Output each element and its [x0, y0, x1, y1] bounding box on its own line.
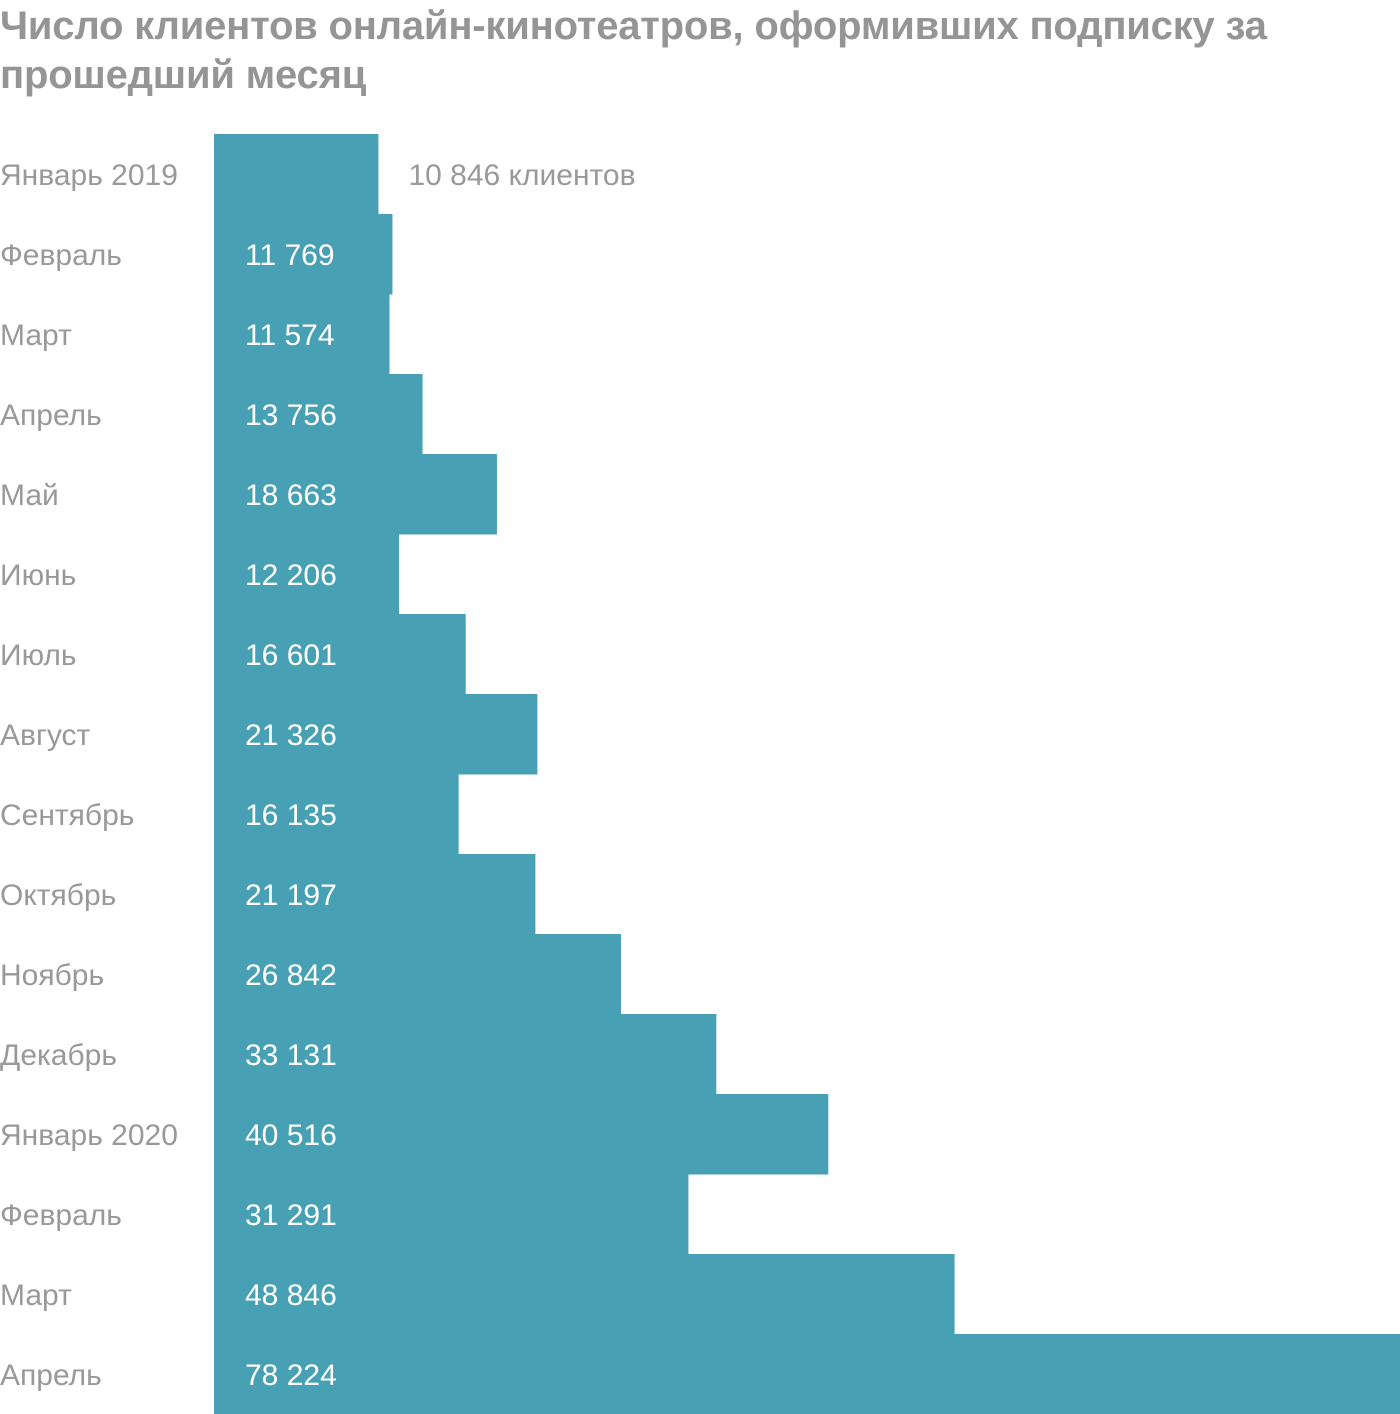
category-label-5: Июнь: [0, 559, 76, 592]
category-label-8: Сентябрь: [0, 799, 134, 832]
value-label-11: 33 131: [245, 1039, 337, 1072]
value-label-4: 18 663: [245, 479, 337, 512]
value-label-13: 31 291: [245, 1199, 337, 1232]
bar-2: [214, 294, 390, 375]
value-label-7: 21 326: [245, 719, 337, 752]
value-label-6: 16 601: [245, 639, 337, 672]
bars-group: [214, 134, 1400, 1414]
category-label-6: Июль: [0, 639, 77, 672]
value-label-1: 11 769: [245, 239, 335, 272]
labels-group: Январь 2019 10 846 клиентов Февраль 11 769 М…: [0, 159, 636, 1392]
value-label-5: 12 206: [245, 559, 337, 592]
bar-9: [214, 854, 536, 935]
bar-14: [214, 1254, 955, 1335]
bar-11: [214, 1014, 717, 1095]
bar-4: [214, 454, 497, 535]
value-label-10: 26 842: [245, 959, 337, 992]
category-label-3: Апрель: [0, 399, 102, 432]
value-label-15: 78 224: [245, 1359, 337, 1392]
category-label-11: Декабрь: [0, 1039, 117, 1072]
bar-10: [214, 934, 621, 1015]
category-label-2: Март: [0, 319, 72, 352]
category-label-7: Август: [0, 719, 91, 752]
category-label-4: Май: [0, 479, 59, 512]
bar-1: [214, 214, 393, 295]
value-label-12: 40 516: [245, 1119, 337, 1152]
category-label-15: Апрель: [0, 1359, 102, 1392]
bar-13: [214, 1174, 689, 1255]
value-label-0: 10 846 клиентов: [408, 159, 635, 192]
category-label-1: Февраль: [0, 239, 122, 272]
category-label-0: Январь 2019: [0, 159, 178, 192]
value-label-14: 48 846: [245, 1279, 337, 1312]
chart-title: Число клиентов онлайн-кинотеатров, оформ…: [0, 4, 1267, 97]
bar-8: [214, 774, 459, 855]
category-label-12: Январь 2020: [0, 1119, 178, 1152]
category-label-10: Ноябрь: [0, 959, 104, 992]
bar-5: [214, 534, 400, 615]
category-label-13: Февраль: [0, 1199, 122, 1232]
value-label-2: 11 574: [245, 319, 335, 352]
category-label-14: Март: [0, 1279, 72, 1312]
value-label-8: 16 135: [245, 799, 337, 832]
bar-0: [214, 134, 379, 215]
category-label-9: Октябрь: [0, 879, 116, 912]
bar-6: [214, 614, 466, 695]
bar-3: [214, 374, 423, 455]
value-label-9: 21 197: [245, 879, 337, 912]
bar-7: [214, 694, 538, 775]
bar-12: [214, 1094, 829, 1175]
value-label-3: 13 756: [245, 399, 337, 432]
bar-15: [214, 1334, 1400, 1414]
